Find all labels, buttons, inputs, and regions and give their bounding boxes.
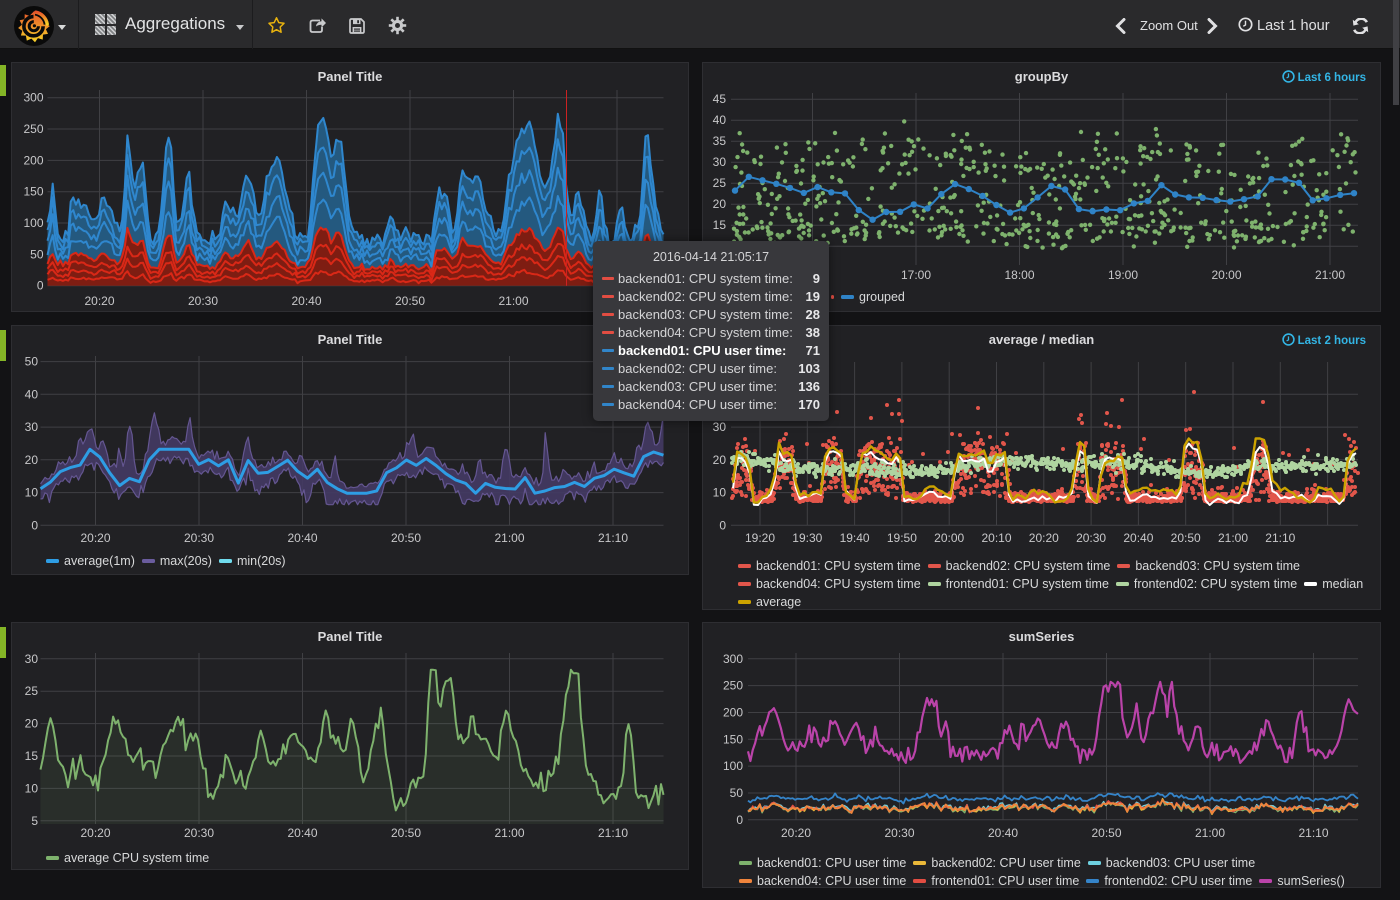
svg-text:10: 10 [713, 486, 727, 500]
svg-text:20:20: 20:20 [84, 294, 114, 308]
svg-text:20:50: 20:50 [391, 826, 421, 840]
svg-text:0: 0 [719, 518, 726, 532]
svg-text:40: 40 [25, 387, 39, 401]
svg-text:40: 40 [713, 113, 727, 127]
svg-text:250: 250 [723, 679, 743, 693]
svg-text:19:20: 19:20 [745, 531, 775, 545]
svg-text:20:30: 20:30 [884, 826, 914, 840]
svg-text:18:00: 18:00 [1004, 268, 1034, 282]
svg-text:20:10: 20:10 [981, 531, 1011, 545]
svg-text:20:20: 20:20 [80, 826, 110, 840]
svg-text:20:30: 20:30 [184, 531, 214, 545]
svg-text:20:40: 20:40 [287, 531, 317, 545]
svg-text:30: 30 [25, 420, 39, 434]
svg-text:35: 35 [713, 134, 727, 148]
svg-text:200: 200 [723, 706, 743, 720]
svg-text:20:30: 20:30 [184, 826, 214, 840]
svg-text:100: 100 [23, 216, 43, 230]
svg-text:19:30: 19:30 [792, 531, 822, 545]
svg-text:21:00: 21:00 [494, 826, 524, 840]
svg-text:0: 0 [736, 813, 743, 827]
svg-text:25: 25 [25, 684, 39, 698]
svg-text:21:10: 21:10 [598, 531, 628, 545]
svg-text:200: 200 [23, 153, 43, 167]
svg-text:20:20: 20:20 [80, 531, 110, 545]
svg-text:20:40: 20:40 [291, 294, 321, 308]
svg-text:0: 0 [31, 518, 38, 532]
svg-text:45: 45 [713, 92, 727, 106]
svg-text:25: 25 [713, 176, 727, 190]
svg-text:20:50: 20:50 [1171, 531, 1201, 545]
svg-text:50: 50 [25, 355, 39, 369]
svg-text:100: 100 [723, 759, 743, 773]
svg-text:30: 30 [713, 155, 727, 169]
svg-text:0: 0 [37, 279, 44, 293]
svg-text:20:00: 20:00 [1211, 268, 1241, 282]
svg-text:10: 10 [25, 486, 39, 500]
svg-text:15: 15 [713, 218, 727, 232]
svg-text:20:30: 20:30 [1076, 531, 1106, 545]
svg-text:21:10: 21:10 [598, 826, 628, 840]
svg-text:19:40: 19:40 [840, 531, 870, 545]
svg-text:21:00: 21:00 [1195, 826, 1225, 840]
svg-text:20: 20 [713, 453, 727, 467]
svg-text:300: 300 [23, 91, 43, 105]
svg-text:21:00: 21:00 [1218, 531, 1248, 545]
svg-text:30: 30 [713, 420, 727, 434]
svg-text:10: 10 [25, 781, 39, 795]
svg-text:20:50: 20:50 [395, 294, 425, 308]
svg-text:20:50: 20:50 [391, 531, 421, 545]
svg-text:5: 5 [31, 814, 38, 828]
svg-text:21:10: 21:10 [1298, 826, 1328, 840]
svg-text:20:40: 20:40 [287, 826, 317, 840]
svg-text:20:20: 20:20 [781, 826, 811, 840]
svg-text:150: 150 [723, 732, 743, 746]
svg-text:30: 30 [25, 652, 39, 666]
svg-text:17:00: 17:00 [901, 268, 931, 282]
svg-text:15: 15 [25, 749, 39, 763]
svg-text:20:40: 20:40 [1123, 531, 1153, 545]
svg-text:19:00: 19:00 [1108, 268, 1138, 282]
svg-text:20:40: 20:40 [988, 826, 1018, 840]
svg-text:19:50: 19:50 [887, 531, 917, 545]
svg-text:20: 20 [713, 197, 727, 211]
svg-text:150: 150 [23, 185, 43, 199]
svg-text:300: 300 [723, 652, 743, 666]
svg-text:21:00: 21:00 [1315, 268, 1345, 282]
svg-text:20:30: 20:30 [188, 294, 218, 308]
svg-text:20:20: 20:20 [1029, 531, 1059, 545]
svg-text:50: 50 [30, 247, 44, 261]
svg-text:20:50: 20:50 [1091, 826, 1121, 840]
svg-text:250: 250 [23, 122, 43, 136]
svg-text:21:00: 21:00 [494, 531, 524, 545]
svg-text:20: 20 [25, 717, 39, 731]
svg-text:21:00: 21:00 [498, 294, 528, 308]
svg-text:20: 20 [25, 453, 39, 467]
svg-text:20:00: 20:00 [934, 531, 964, 545]
svg-text:21:10: 21:10 [1265, 531, 1295, 545]
svg-text:50: 50 [730, 786, 744, 800]
